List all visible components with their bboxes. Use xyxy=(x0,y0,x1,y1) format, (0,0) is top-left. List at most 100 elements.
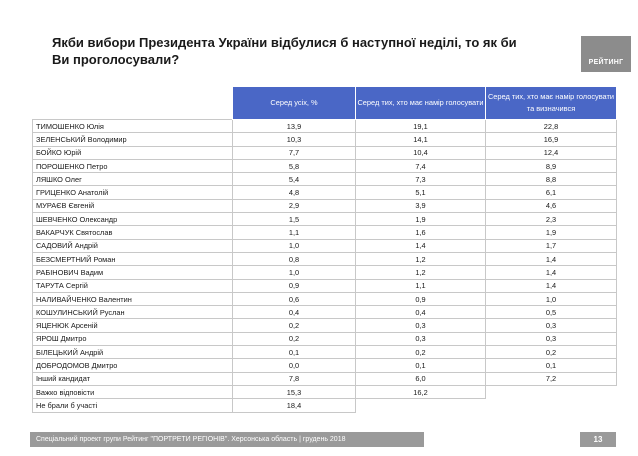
value-intend: 0,3 xyxy=(355,331,486,347)
rating-logo: РЕЙТИНГ xyxy=(581,36,631,72)
empty-cell xyxy=(486,385,617,398)
candidate-name: Не брали б участі xyxy=(32,398,233,413)
value-decided: 16,9 xyxy=(485,132,617,147)
table-row: САДОВИЙ Андрій 1,0 1,4 1,7 xyxy=(32,238,617,253)
value-decided: 8,9 xyxy=(485,158,617,174)
header-blank-cell xyxy=(32,86,233,120)
value-intend: 1,4 xyxy=(355,238,486,253)
value-decided: 2,3 xyxy=(485,212,617,227)
candidate-name: МУРАЄВ Євгеній xyxy=(32,198,233,214)
candidate-name: РАБІНОВИЧ Вадим xyxy=(32,265,233,280)
table-header-row: Серед усіх, % Серед тих, хто має намір г… xyxy=(32,86,617,120)
value-all: 7,7 xyxy=(232,145,356,160)
value-intend: 19,1 xyxy=(355,118,486,134)
table-row: БОЙКО Юрій 7,7 10,4 12,4 xyxy=(32,145,617,160)
candidate-name: БІЛЕЦЬКИЙ Андрій xyxy=(32,345,233,360)
value-decided: 4,6 xyxy=(485,198,617,214)
header-all: Серед усіх, % xyxy=(232,86,356,120)
value-all: 10,3 xyxy=(232,132,356,147)
value-all: 0,1 xyxy=(232,345,356,360)
table-row: КОШУЛИНСЬКИЙ Руслан 0,4 0,4 0,5 xyxy=(32,305,617,320)
table-body: ТИМОШЕНКО Юлія 13,9 19,1 22,8 ЗЕЛЕНСЬКИЙ Вол… xyxy=(32,118,617,413)
value-all: 0,0 xyxy=(232,358,356,373)
candidate-name: ДОБРОДОМОВ Дмитро xyxy=(32,358,233,373)
candidate-name: ЗЕЛЕНСЬКИЙ Володимир xyxy=(32,132,233,147)
value-all: 0,8 xyxy=(232,251,356,267)
value-decided: 6,1 xyxy=(485,185,617,200)
candidate-name: ШЕВЧЕНКО Олександр xyxy=(32,212,233,227)
value-decided: 1,4 xyxy=(485,265,617,280)
table-row: ЯРОШ Дмитро 0,2 0,3 0,3 xyxy=(32,331,617,347)
table-row: ЯЦЕНЮК Арсеній 0,2 0,3 0,3 xyxy=(32,318,617,333)
value-decided: 0,1 xyxy=(485,358,617,373)
header-intend-to-vote: Серед тих, хто має намір голосувати xyxy=(355,86,486,120)
value-all: 15,3 xyxy=(232,384,356,400)
table-row: ПОРОШЕНКО Петро 5,8 7,4 8,9 xyxy=(32,158,617,174)
value-all: 1,0 xyxy=(232,238,356,253)
candidate-name: ЯРОШ Дмитро xyxy=(32,331,233,347)
table-row: ШЕВЧЕНКО Олександр 1,5 1,9 2,3 xyxy=(32,212,617,227)
value-intend: 1,9 xyxy=(355,212,486,227)
value-intend: 7,4 xyxy=(355,158,486,174)
value-decided: 0,2 xyxy=(485,345,617,360)
candidate-name: Інший кандидат xyxy=(32,371,233,386)
table-row: ЛЯШКО Олег 5,4 7,3 8,8 xyxy=(32,172,617,187)
value-intend: 3,9 xyxy=(355,198,486,214)
value-intend: 1,2 xyxy=(355,251,486,267)
value-intend: 10,4 xyxy=(355,145,486,160)
value-intend: 5,1 xyxy=(355,185,486,200)
candidate-name: ТАРУТА Сергій xyxy=(32,278,233,293)
value-decided: 8,8 xyxy=(485,172,617,187)
value-decided: 1,7 xyxy=(485,238,617,253)
value-all: 4,8 xyxy=(232,185,356,200)
value-intend: 0,1 xyxy=(355,358,486,373)
table-row: БЕЗСМЕРТНИЙ Роман 0,8 1,2 1,4 xyxy=(32,251,617,267)
value-decided: 1,9 xyxy=(485,225,617,240)
table-row: Не брали б участі 18,4 xyxy=(32,398,617,413)
value-all: 1,1 xyxy=(232,225,356,240)
value-decided: 0,3 xyxy=(485,331,617,347)
candidate-name: ГРИЦЕНКО Анатолій xyxy=(32,185,233,200)
candidate-name: ВАКАРЧУК Святослав xyxy=(32,225,233,240)
results-table: Серед усіх, % Серед тих, хто має намір г… xyxy=(32,86,617,413)
value-intend: 6,0 xyxy=(355,371,486,386)
table-row: РАБІНОВИЧ Вадим 1,0 1,2 1,4 xyxy=(32,265,617,280)
table-row: ЗЕЛЕНСЬКИЙ Володимир 10,3 14,1 16,9 xyxy=(32,132,617,147)
value-decided: 0,3 xyxy=(485,318,617,333)
value-all: 5,4 xyxy=(232,172,356,187)
value-intend: 1,2 xyxy=(355,265,486,280)
table-row: ГРИЦЕНКО Анатолій 4,8 5,1 6,1 xyxy=(32,185,617,200)
value-decided: 12,4 xyxy=(485,145,617,160)
value-decided: 7,2 xyxy=(485,371,617,386)
candidate-name: НАЛИВАЙЧЕНКО Валентин xyxy=(32,291,233,307)
value-decided: 22,8 xyxy=(485,118,617,134)
table-row: НАЛИВАЙЧЕНКО Валентин 0,6 0,9 1,0 xyxy=(32,291,617,307)
table-row: МУРАЄВ Євгеній 2,9 3,9 4,6 xyxy=(32,198,617,214)
candidate-name: САДОВИЙ Андрій xyxy=(32,238,233,253)
candidate-name: ТИМОШЕНКО Юлія xyxy=(32,118,233,134)
value-decided: 0,5 xyxy=(485,305,617,320)
value-intend: 16,2 xyxy=(355,384,486,400)
value-all: 0,9 xyxy=(232,278,356,293)
value-all: 0,6 xyxy=(232,291,356,307)
value-intend: 0,9 xyxy=(355,291,486,307)
page-number: 13 xyxy=(580,432,616,447)
candidate-name: Важко відповісти xyxy=(32,384,233,400)
value-intend: 0,4 xyxy=(355,305,486,320)
table-row: ВАКАРЧУК Святослав 1,1 1,6 1,9 xyxy=(32,225,617,240)
value-all: 1,0 xyxy=(232,265,356,280)
footer-caption: Спеціальний проект групи Рейтинг "ПОРТРЕ… xyxy=(30,432,424,447)
table-row: ДОБРОДОМОВ Дмитро 0,0 0,1 0,1 xyxy=(32,358,617,373)
value-intend: 14,1 xyxy=(355,132,486,147)
candidate-name: ПОРОШЕНКО Петро xyxy=(32,158,233,174)
value-all: 2,9 xyxy=(232,198,356,214)
value-decided: 1,4 xyxy=(485,251,617,267)
candidate-name: ЯЦЕНЮК Арсеній xyxy=(32,318,233,333)
value-all: 18,4 xyxy=(232,398,356,413)
value-all: 0,2 xyxy=(232,331,356,347)
value-all: 7,8 xyxy=(232,371,356,386)
table-row: Інший кандидат 7,8 6,0 7,2 xyxy=(32,371,617,386)
value-all: 0,4 xyxy=(232,305,356,320)
value-intend: 0,3 xyxy=(355,318,486,333)
empty-cell xyxy=(356,399,486,412)
